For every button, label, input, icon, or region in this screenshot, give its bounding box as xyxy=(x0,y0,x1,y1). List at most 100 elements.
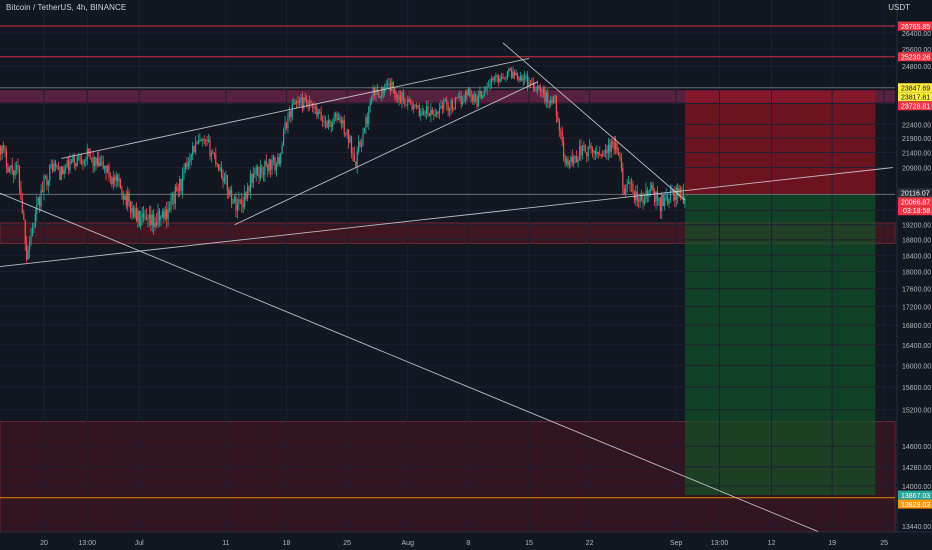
candle-body xyxy=(76,157,78,166)
candle-body xyxy=(420,113,422,116)
candle-body xyxy=(47,181,49,186)
time-tick-label: Jul xyxy=(135,540,144,547)
trend-line xyxy=(61,57,530,159)
candle-body xyxy=(392,82,394,89)
candle-body xyxy=(674,194,676,201)
candle-body xyxy=(228,190,230,196)
candle-body xyxy=(606,150,608,153)
candle-body xyxy=(166,209,168,220)
candle-body xyxy=(148,214,150,218)
candle-body xyxy=(515,72,517,76)
candle-body xyxy=(576,155,578,163)
price-tick-label: 14600.00 xyxy=(902,444,931,451)
candle-body xyxy=(5,150,8,167)
price-label: 23817.81 xyxy=(901,95,930,102)
candle-body xyxy=(652,185,654,192)
candle-body xyxy=(502,77,504,79)
zones xyxy=(0,90,896,533)
candle-body xyxy=(290,110,292,118)
candle-body xyxy=(537,85,539,91)
candle-body xyxy=(287,116,289,129)
price-axis-background xyxy=(897,0,932,532)
candle-body xyxy=(508,69,510,72)
time-tick-label: 18 xyxy=(283,540,291,547)
candle-body xyxy=(639,194,641,202)
candle-body xyxy=(567,158,569,166)
candle-body xyxy=(189,160,191,163)
candle-body xyxy=(98,158,100,166)
candle-body xyxy=(586,152,588,157)
candle-body xyxy=(194,142,197,153)
candle-body xyxy=(23,213,25,220)
price-axis[interactable]: 26400.0025600.0024800.0023200.0022400.00… xyxy=(896,0,932,532)
price-label: 13867.03 xyxy=(901,493,930,500)
candle-body xyxy=(75,163,77,166)
candle-body xyxy=(52,164,54,172)
candle-body xyxy=(141,213,143,219)
candle-body xyxy=(245,192,247,199)
candle-body xyxy=(342,120,344,124)
candle-body xyxy=(284,122,286,130)
candle-body xyxy=(555,95,558,117)
candle-body xyxy=(500,77,503,80)
candle-body xyxy=(27,250,29,260)
candle-body xyxy=(565,158,568,164)
candle-body xyxy=(209,139,211,157)
candle-body xyxy=(85,159,87,161)
candle-body xyxy=(646,190,648,197)
candle-body xyxy=(360,145,363,147)
candle-body xyxy=(236,203,239,211)
candle-body xyxy=(225,175,227,177)
candle-body xyxy=(43,175,45,192)
candle-body xyxy=(238,199,240,204)
candle-body xyxy=(610,141,612,152)
candle-body xyxy=(298,100,301,103)
price-label: 20116.07 xyxy=(901,191,930,198)
candle-body xyxy=(174,186,176,204)
trend-line xyxy=(0,192,859,549)
candle-body xyxy=(7,166,9,172)
candle-body xyxy=(625,189,627,195)
time-axis[interactable]: 20 13:00 Jul 11 18 25 Aug 8 15 22 Sep 13:00 12 19 25 xyxy=(0,531,932,550)
candle-body xyxy=(580,145,582,156)
candle-body xyxy=(339,117,341,120)
horizontal-levels[interactable] xyxy=(0,25,895,499)
candle-body xyxy=(281,145,283,154)
candle-body xyxy=(114,177,116,181)
candle-body xyxy=(480,90,482,99)
candle-body xyxy=(153,214,155,228)
candle-body xyxy=(659,197,661,211)
candle-body xyxy=(92,157,94,167)
candle-body xyxy=(498,77,500,82)
candle-body xyxy=(17,165,19,167)
time-tick-label: 25 xyxy=(880,540,888,547)
candle-body xyxy=(506,71,508,79)
candle-body xyxy=(296,102,298,104)
candle-body xyxy=(447,104,449,111)
candle-body xyxy=(340,119,342,124)
candle-body xyxy=(80,160,83,164)
candle-body xyxy=(168,208,171,210)
candle-body xyxy=(197,140,200,144)
candle-body xyxy=(573,157,575,164)
candle-body xyxy=(662,194,664,207)
candle-body xyxy=(184,163,187,170)
candle-body xyxy=(277,157,279,165)
candle-body xyxy=(213,152,215,155)
candle-body xyxy=(306,99,308,106)
trend-lines[interactable] xyxy=(0,42,893,549)
candle-body xyxy=(270,159,272,170)
candle-body xyxy=(241,200,243,204)
price-tick-label: 19200.00 xyxy=(902,223,931,230)
candle-body xyxy=(314,107,316,109)
candle-body xyxy=(304,97,306,100)
candle-body xyxy=(210,152,213,157)
price-label: 23728.81 xyxy=(901,104,930,111)
candle-body xyxy=(226,175,228,191)
candle-body xyxy=(70,161,73,162)
candle-body xyxy=(352,153,354,154)
candle-body xyxy=(545,92,547,103)
candle-body xyxy=(59,169,61,180)
candle-body xyxy=(69,161,71,171)
